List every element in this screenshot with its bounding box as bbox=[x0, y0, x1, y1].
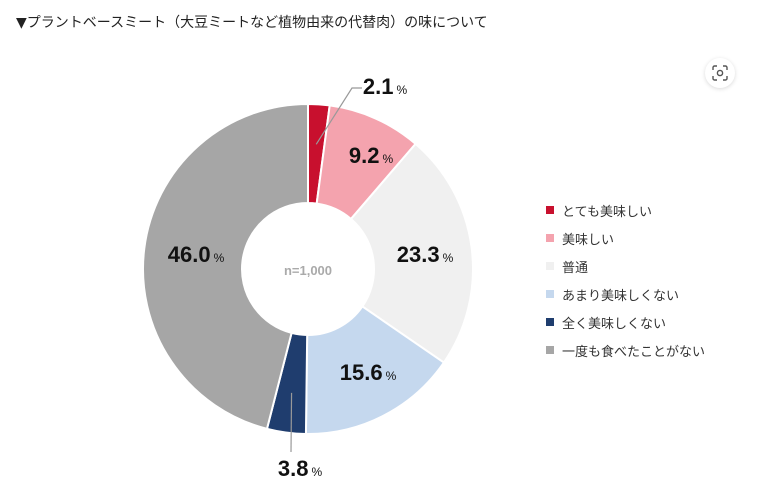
chart-title: ▼プラントベースミート（大豆ミートなど植物由来の代替肉）の味について bbox=[16, 15, 488, 31]
slice-not-very-tasty bbox=[304, 305, 446, 435]
data-label-tasty: 9.2% bbox=[349, 143, 394, 168]
sample-size-label: n=1,000 bbox=[284, 263, 332, 278]
slice-never-eaten bbox=[142, 102, 309, 431]
chart-legend: とても美味しい 美味しい普通あまり美味しくない 全く美味しくない一度も食べたことがな… bbox=[546, 196, 705, 364]
data-label-never-eaten: 46.0% bbox=[168, 242, 225, 267]
data-label-not-tasty-at-all: 3.8% bbox=[278, 456, 323, 481]
leader-line-very-tasty bbox=[315, 87, 362, 145]
legend-item-tasty: 美味しい bbox=[546, 224, 705, 252]
legend-item-never-eaten: 一度も食べたことがない bbox=[546, 336, 705, 364]
legend-item-normal: 普通 bbox=[546, 252, 705, 280]
legend-item-very-tasty: とても美味しい bbox=[546, 196, 705, 224]
data-label-not-very-tasty: 15.6% bbox=[340, 360, 397, 385]
legend-swatch bbox=[546, 290, 554, 298]
legend-swatch bbox=[546, 206, 554, 214]
slice-normal bbox=[349, 142, 474, 364]
legend-label: とても美味しい bbox=[562, 204, 652, 220]
image-search-icon bbox=[712, 65, 728, 81]
legend-item-not-very-tasty: あまり美味しくない bbox=[546, 280, 705, 308]
legend-swatch bbox=[546, 318, 554, 326]
legend-label: あまり美味しくない bbox=[562, 288, 680, 304]
data-label-very-tasty: 2.1% bbox=[363, 74, 408, 99]
legend-label: 美味しい bbox=[562, 232, 615, 248]
leader-line-not-tasty-at-all bbox=[290, 392, 293, 453]
image-search-button[interactable] bbox=[705, 58, 735, 88]
legend-label: 全く美味しくない bbox=[562, 316, 667, 332]
legend-label: 一度も食べたことがない bbox=[562, 344, 706, 360]
legend-swatch bbox=[546, 234, 554, 242]
data-label-normal: 23.3% bbox=[397, 242, 454, 267]
legend-item-not-tasty-at-all: 全く美味しくない bbox=[546, 308, 705, 336]
legend-swatch bbox=[546, 346, 554, 354]
legend-swatch bbox=[546, 262, 554, 270]
legend-label: 普通 bbox=[562, 260, 589, 276]
